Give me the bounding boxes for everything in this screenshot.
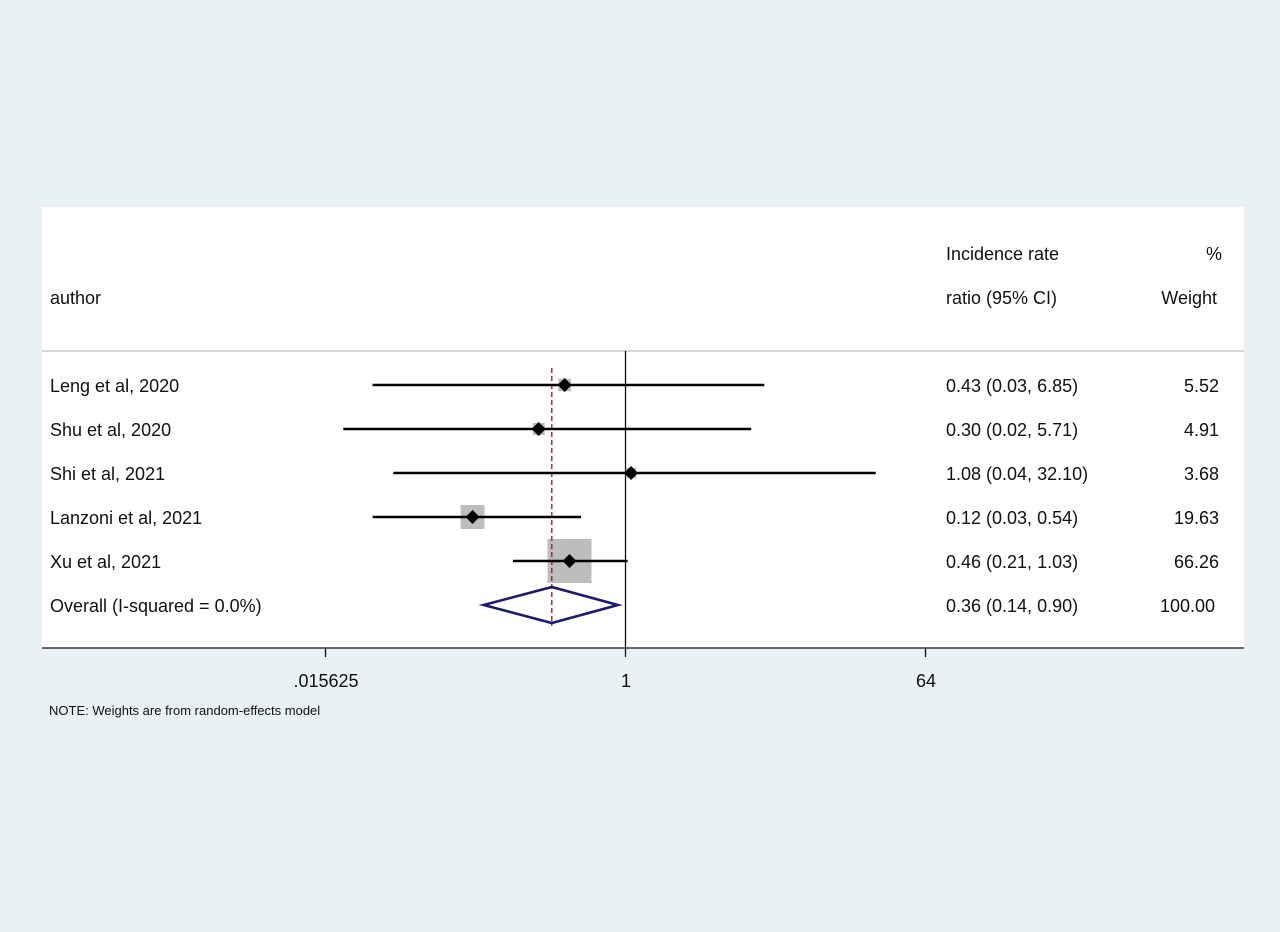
plot-panel — [42, 207, 1244, 648]
point-estimate-marker — [531, 422, 546, 436]
x-tick-label: 1 — [620, 671, 631, 691]
weight-header-line2: Weight — [1161, 288, 1217, 308]
study-label: Xu et al, 2021 — [50, 552, 162, 572]
overall-weight: 100.00 — [1159, 596, 1215, 616]
study-ci-text: 0.46 (0.21, 1.03) — [946, 552, 1079, 572]
study-weight: 4.91 — [1183, 420, 1219, 440]
point-estimate-marker — [624, 466, 639, 480]
author-column-header: author — [50, 288, 102, 308]
study-ci-text: 0.12 (0.03, 0.54) — [946, 508, 1079, 528]
study-weight: 19.63 — [1173, 508, 1219, 528]
point-estimate-marker — [465, 510, 480, 524]
study-ci-text: 0.43 (0.03, 6.85) — [946, 376, 1079, 396]
effect-header-line1: Incidence rate — [946, 244, 1060, 264]
study-label: Lanzoni et al, 2021 — [50, 508, 203, 528]
point-estimate-marker — [557, 378, 572, 392]
point-estimate-marker — [562, 554, 577, 568]
overall-diamond — [478, 585, 623, 625]
overall-ci-text: 0.36 (0.14, 0.90) — [946, 596, 1079, 616]
study-weight: 3.68 — [1183, 464, 1219, 484]
study-ci-text: 1.08 (0.04, 32.10) — [946, 464, 1089, 484]
study-weight: 5.52 — [1183, 376, 1219, 396]
effect-header-line2: ratio (95% CI) — [946, 288, 1058, 308]
x-tick-label: 64 — [915, 671, 937, 691]
study-ci-text: 0.30 (0.02, 5.71) — [946, 420, 1079, 440]
weight-header-line1: % — [1205, 244, 1222, 264]
overall-label: Overall (I-squared = 0.0%) — [50, 596, 262, 616]
study-weight: 66.26 — [1173, 552, 1219, 572]
study-label: Leng et al, 2020 — [50, 376, 180, 396]
study-label: Shu et al, 2020 — [50, 420, 172, 440]
x-tick-label: .015625 — [293, 671, 359, 691]
weights-note: NOTE: Weights are from random-effects mo… — [49, 703, 321, 718]
study-label: Shi et al, 2021 — [50, 464, 166, 484]
